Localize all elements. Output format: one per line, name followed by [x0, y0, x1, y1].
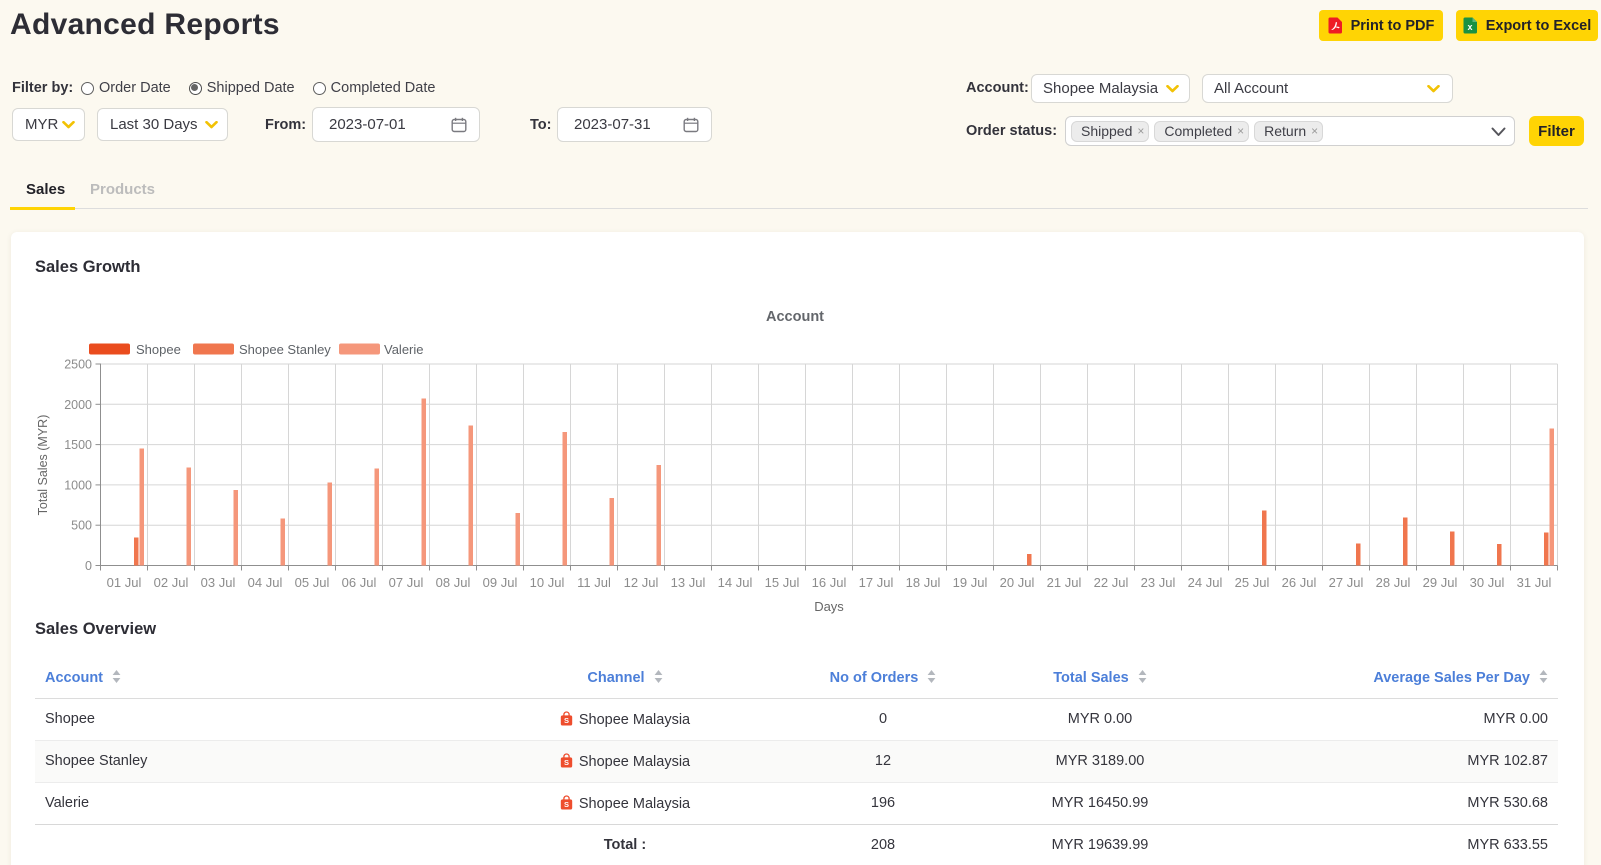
svg-text:04 Jul: 04 Jul — [248, 575, 283, 590]
svg-text:18 Jul: 18 Jul — [906, 575, 941, 590]
svg-text:31 Jul: 31 Jul — [1517, 575, 1552, 590]
svg-text:15 Jul: 15 Jul — [765, 575, 800, 590]
svg-text:24 Jul: 24 Jul — [1188, 575, 1223, 590]
svg-text:Total Sales (MYR): Total Sales (MYR) — [36, 415, 50, 516]
svg-text:05 Jul: 05 Jul — [295, 575, 330, 590]
svg-text:2500: 2500 — [64, 358, 92, 372]
svg-text:25 Jul: 25 Jul — [1235, 575, 1270, 590]
svg-text:Account: Account — [766, 309, 824, 325]
svg-text:09 Jul: 09 Jul — [483, 575, 518, 590]
svg-text:30 Jul: 30 Jul — [1470, 575, 1505, 590]
svg-text:0: 0 — [85, 559, 92, 573]
svg-text:x: x — [1467, 22, 1472, 32]
svg-text:14 Jul: 14 Jul — [718, 575, 753, 590]
svg-text:2000: 2000 — [64, 398, 92, 412]
svg-text:28 Jul: 28 Jul — [1376, 575, 1411, 590]
svg-text:07 Jul: 07 Jul — [389, 575, 424, 590]
svg-text:17 Jul: 17 Jul — [859, 575, 894, 590]
svg-text:20 Jul: 20 Jul — [1000, 575, 1035, 590]
svg-text:19 Jul: 19 Jul — [953, 575, 988, 590]
svg-text:01 Jul: 01 Jul — [107, 575, 142, 590]
svg-text:S: S — [564, 758, 569, 767]
svg-text:27 Jul: 27 Jul — [1329, 575, 1364, 590]
svg-text:23 Jul: 23 Jul — [1141, 575, 1176, 590]
svg-text:02 Jul: 02 Jul — [154, 575, 189, 590]
svg-text:08 Jul: 08 Jul — [436, 575, 471, 590]
svg-text:13 Jul: 13 Jul — [671, 575, 706, 590]
svg-text:500: 500 — [71, 519, 92, 533]
svg-text:Shopee Stanley: Shopee Stanley — [239, 342, 331, 357]
svg-text:21 Jul: 21 Jul — [1047, 575, 1082, 590]
svg-text:10 Jul: 10 Jul — [530, 575, 565, 590]
svg-text:16 Jul: 16 Jul — [812, 575, 847, 590]
svg-text:26 Jul: 26 Jul — [1282, 575, 1317, 590]
svg-text:29 Jul: 29 Jul — [1423, 575, 1458, 590]
svg-text:1500: 1500 — [64, 438, 92, 452]
svg-text:S: S — [564, 800, 569, 809]
svg-text:11 Jul: 11 Jul — [577, 575, 611, 590]
svg-text:12 Jul: 12 Jul — [624, 575, 659, 590]
svg-text:06 Jul: 06 Jul — [342, 575, 377, 590]
svg-text:Shopee: Shopee — [136, 342, 181, 357]
svg-text:22 Jul: 22 Jul — [1094, 575, 1129, 590]
svg-text:03 Jul: 03 Jul — [201, 575, 236, 590]
svg-text:1000: 1000 — [64, 478, 92, 492]
svg-text:S: S — [564, 716, 569, 725]
svg-text:Days: Days — [814, 599, 844, 614]
svg-text:Valerie: Valerie — [384, 342, 424, 357]
